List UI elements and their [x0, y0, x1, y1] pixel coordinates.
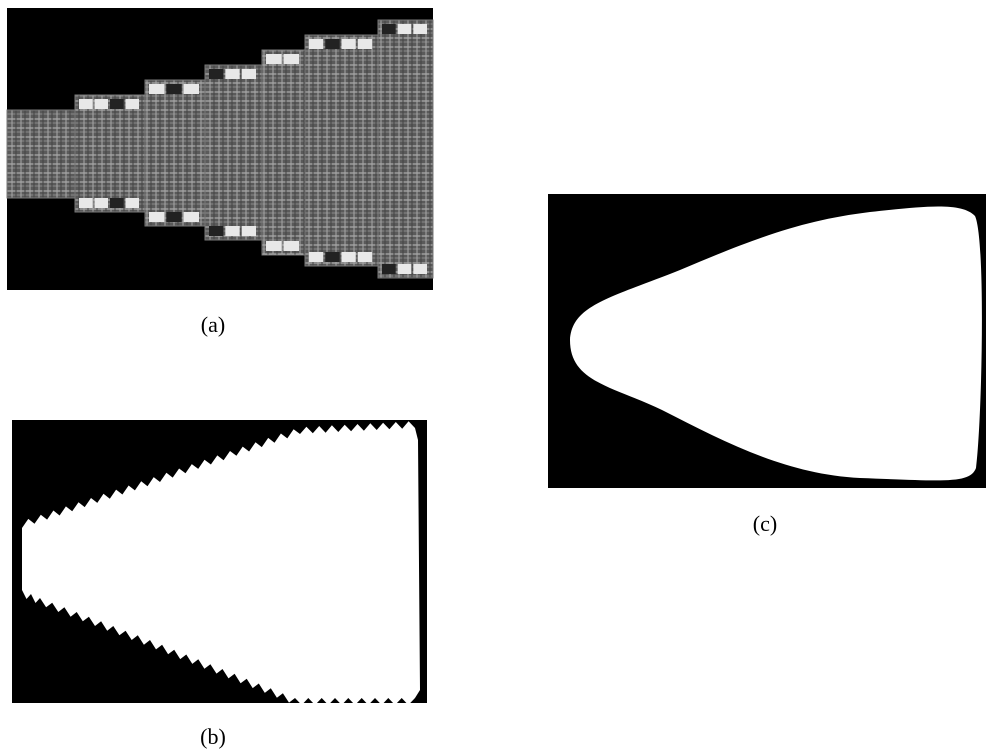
- panel-b: (b): [12, 420, 427, 749]
- light-cell: [342, 252, 356, 262]
- light-cell: [382, 24, 396, 34]
- figure: (a) (b) (c): [0, 0, 986, 756]
- light-cell: [95, 198, 109, 208]
- light-cell: [398, 24, 412, 34]
- light-cell: [266, 241, 282, 251]
- texture-block: [305, 35, 378, 266]
- light-cell: [358, 252, 372, 262]
- light-cell: [184, 84, 199, 94]
- light-cell: [126, 198, 140, 208]
- light-cell: [110, 99, 124, 109]
- light-cell: [149, 84, 164, 94]
- panel-label: (a): [201, 312, 225, 337]
- panel-label: (b): [200, 724, 226, 749]
- light-cell: [413, 264, 427, 274]
- light-cell: [126, 99, 140, 109]
- light-cell: [342, 39, 356, 49]
- texture-block: [378, 20, 433, 278]
- light-cell: [242, 226, 256, 236]
- texture-block: [75, 95, 145, 212]
- light-cell: [184, 212, 199, 222]
- light-cell: [309, 39, 323, 49]
- light-cell: [225, 69, 239, 79]
- light-cell: [413, 24, 427, 34]
- texture-block: [205, 65, 262, 240]
- light-cell: [325, 39, 339, 49]
- texture-block: [7, 110, 75, 198]
- panel-a: (a): [7, 8, 433, 337]
- light-cell: [79, 99, 93, 109]
- light-cell: [166, 84, 181, 94]
- light-cell: [284, 241, 300, 251]
- light-cell: [110, 198, 124, 208]
- light-cell: [149, 212, 164, 222]
- texture-block: [145, 80, 205, 226]
- light-cell: [79, 198, 93, 208]
- light-cell: [382, 264, 396, 274]
- panel-c: (c): [548, 194, 986, 536]
- light-cell: [242, 69, 256, 79]
- texture-block: [262, 50, 305, 255]
- light-cell: [225, 226, 239, 236]
- light-cell: [284, 54, 300, 64]
- light-cell: [266, 54, 282, 64]
- light-cell: [209, 69, 223, 79]
- light-cell: [358, 39, 372, 49]
- light-cell: [166, 212, 181, 222]
- light-cell: [209, 226, 223, 236]
- light-cell: [398, 264, 412, 274]
- light-cell: [325, 252, 339, 262]
- light-cell: [309, 252, 323, 262]
- light-cell: [95, 99, 109, 109]
- panel-label: (c): [753, 511, 777, 536]
